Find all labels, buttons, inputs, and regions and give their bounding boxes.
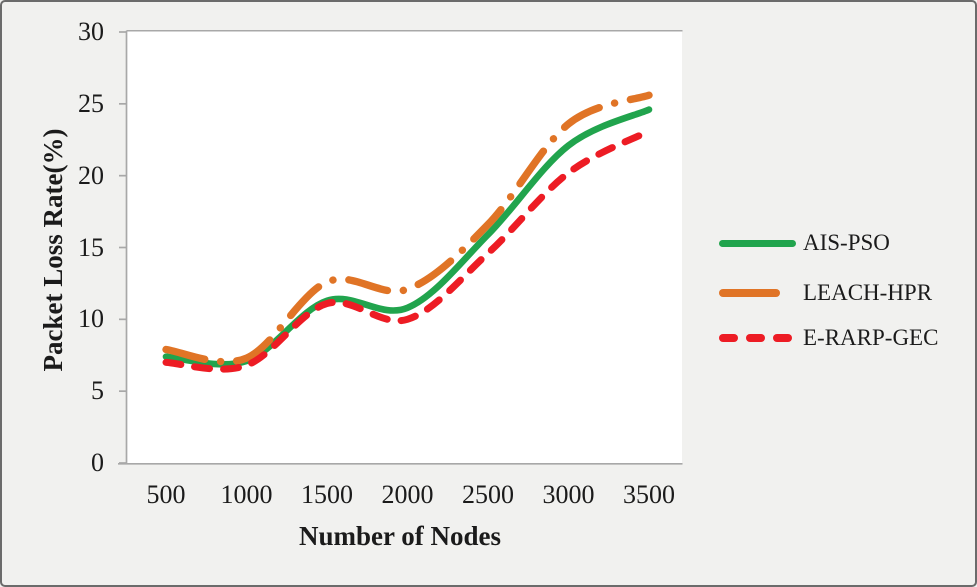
legend-item-e-rarp-gec: E-RARP-GEC [719,325,938,351]
series-lines [162,91,653,373]
plot-area [127,31,682,463]
legend-label: E-RARP-GEC [803,325,939,350]
y-tick-label: 20 [78,160,104,190]
x-axis-title: Number of Nodes [299,521,501,551]
series-line-ais-pso [162,106,653,368]
y-tick-label: 30 [78,17,104,46]
x-tick-label: 2500 [462,480,514,509]
x-tick-label: 3500 [623,480,675,509]
legend-swatch-solid-icon [719,239,799,247]
y-tick-label: 10 [78,304,104,334]
legend-item-ais-pso: AIS-PSO [719,230,890,256]
legend-item-leach-hpr: LEACH-HPR [719,280,932,306]
x-tick-label: 500 [146,480,186,509]
y-tick-label: 25 [78,88,104,118]
y-tick-label: 15 [78,232,104,262]
legend-label: LEACH-HPR [803,280,933,305]
x-tick-label: 1000 [220,480,273,509]
legend-swatch-dashed-icon [719,334,799,342]
series-line-e-rarp-gec [162,127,653,373]
axes [118,29,683,465]
legend-swatch-dash-dot-icon [719,289,799,297]
y-axis-title: Packet Loss Rate(%) [38,128,68,372]
y-tick-label: 5 [91,376,104,406]
x-tick-label: 2000 [381,480,434,509]
series-line-leach-hpr [162,91,653,366]
x-tick-label: 1500 [301,480,353,509]
y-tick-label: 0 [91,448,104,477]
legend-label: AIS-PSO [803,230,890,255]
x-tick-label: 3000 [542,480,595,509]
